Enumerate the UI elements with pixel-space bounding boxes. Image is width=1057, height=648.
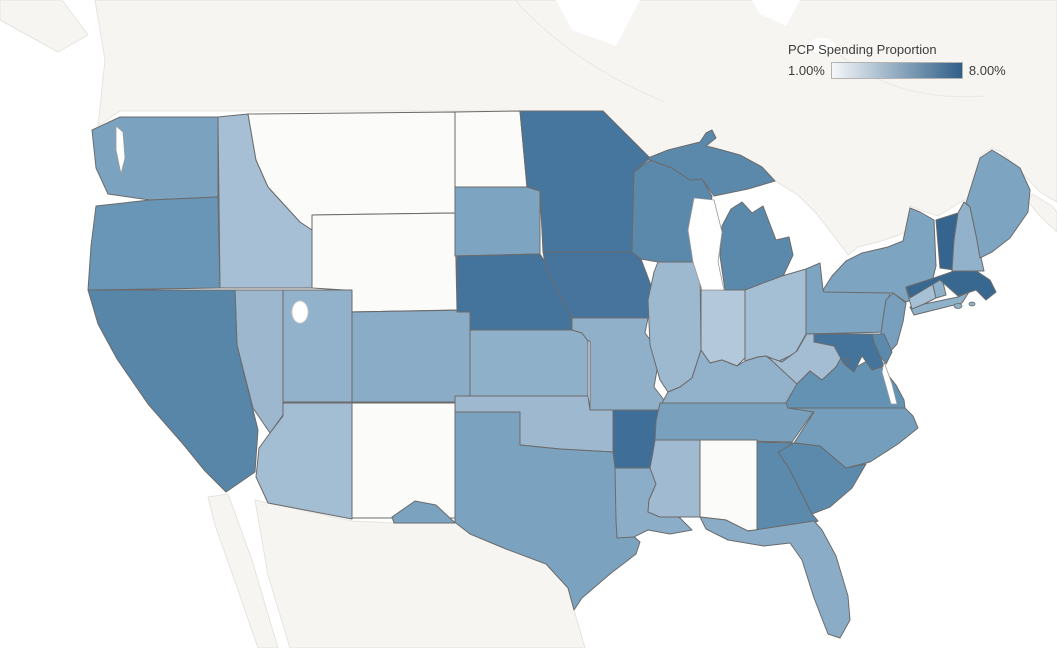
- baja-peninsula: [207, 493, 279, 648]
- legend-gradient-rect: [830, 62, 963, 79]
- state-florida[interactable]: [699, 516, 851, 639]
- state-north-dakota[interactable]: [454, 110, 528, 188]
- color-legend: PCP Spending Proportion 1.00% 8.00%: [788, 42, 1038, 79]
- lake-michigan: [687, 197, 725, 291]
- state-new-mexico[interactable]: [351, 402, 456, 519]
- great-salt-lake: [291, 300, 309, 324]
- background-boundary-line: [514, 0, 666, 103]
- chesapeake-bay: [881, 360, 898, 405]
- state-mississippi[interactable]: [647, 439, 701, 518]
- background-lake: [752, 0, 800, 26]
- state-washington[interactable]: [91, 116, 219, 201]
- legend-max-label: 8.00%: [968, 63, 1006, 78]
- background-lake: [809, 38, 835, 54]
- state-massachusetts-island[interactable]: [968, 301, 976, 307]
- state-oregon[interactable]: [87, 196, 221, 291]
- state-delaware[interactable]: [871, 333, 893, 365]
- state-district-of-columbia[interactable]: [844, 358, 851, 365]
- state-kansas[interactable]: [469, 329, 589, 397]
- state-new-york-long-island[interactable]: [909, 291, 970, 316]
- state-alabama[interactable]: [699, 439, 758, 532]
- background-lake: [556, 0, 640, 46]
- state-california[interactable]: [87, 289, 259, 493]
- state-maine[interactable]: [965, 149, 1031, 259]
- state-massachusetts-island[interactable]: [953, 303, 963, 309]
- puget-sound: [115, 125, 126, 175]
- coastal-land-fragment: [0, 0, 89, 53]
- legend-gradient-ramp: [830, 62, 963, 79]
- state-north-carolina[interactable]: [787, 407, 919, 469]
- legend-min-label: 1.00%: [788, 63, 825, 78]
- state-texas[interactable]: [391, 411, 641, 611]
- state-michigan[interactable]: [719, 201, 794, 291]
- state-indiana[interactable]: [700, 289, 746, 367]
- state-south-dakota[interactable]: [454, 186, 541, 257]
- legend-title: PCP Spending Proportion: [788, 42, 937, 57]
- state-michigan-upper-peninsula[interactable]: [647, 129, 776, 197]
- state-tennessee[interactable]: [654, 402, 815, 443]
- state-colorado[interactable]: [351, 309, 471, 403]
